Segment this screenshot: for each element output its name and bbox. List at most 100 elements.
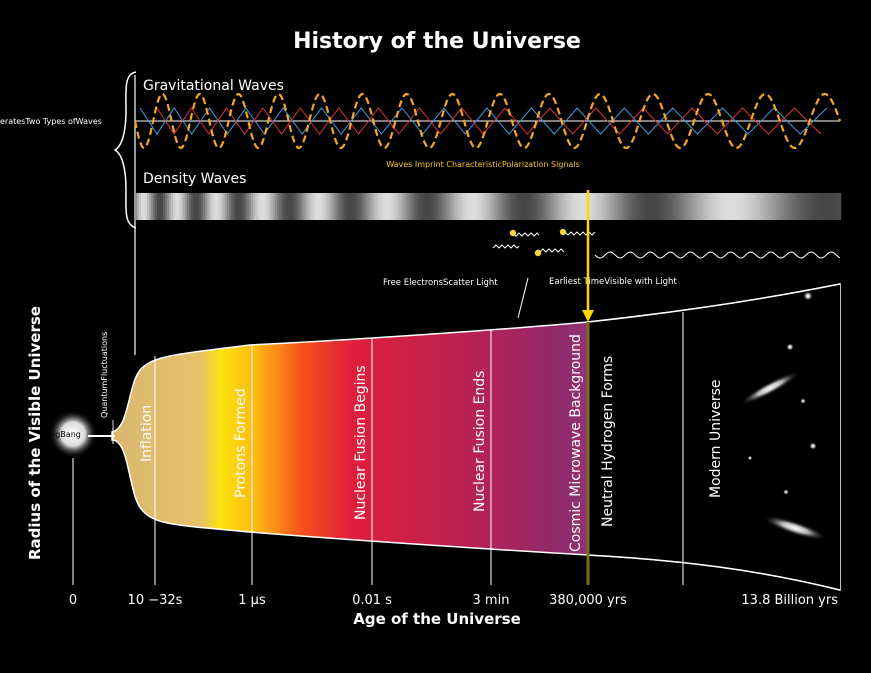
density-stripe bbox=[717, 193, 720, 220]
density-stripe bbox=[595, 193, 598, 220]
density-stripe bbox=[665, 193, 668, 220]
density-stripe bbox=[215, 193, 218, 220]
density-stripe bbox=[309, 193, 312, 220]
density-stripe bbox=[273, 193, 276, 220]
density-stripe bbox=[279, 193, 282, 220]
density-stripe bbox=[167, 193, 170, 220]
density-stripe bbox=[249, 193, 252, 220]
density-stripe bbox=[463, 193, 466, 220]
density-stripe bbox=[351, 193, 354, 220]
density-stripe bbox=[523, 193, 526, 220]
density-stripe bbox=[659, 193, 662, 220]
density-stripe bbox=[513, 193, 516, 220]
density-stripe bbox=[489, 193, 492, 220]
density-stripe bbox=[629, 193, 632, 220]
density-stripe bbox=[393, 193, 396, 220]
density-stripe bbox=[631, 193, 634, 220]
density-stripe bbox=[499, 193, 502, 220]
density-stripe bbox=[837, 193, 840, 220]
density-stripe bbox=[813, 193, 816, 220]
density-stripe bbox=[797, 193, 800, 220]
density-stripe bbox=[245, 193, 248, 220]
density-stripe bbox=[147, 193, 150, 220]
density-stripe bbox=[473, 193, 476, 220]
density-stripe bbox=[581, 193, 584, 220]
density-stripe bbox=[529, 193, 532, 220]
density-stripe bbox=[247, 193, 250, 220]
tick-label-3: 0.01 s bbox=[352, 593, 392, 608]
density-stripe bbox=[487, 193, 490, 220]
density-stripe bbox=[415, 193, 418, 220]
density-stripe bbox=[563, 193, 566, 220]
density-stripe bbox=[735, 193, 738, 220]
density-stripe bbox=[465, 193, 468, 220]
density-stripe bbox=[433, 193, 436, 220]
density-stripe bbox=[669, 193, 672, 220]
cone-upper-edge bbox=[587, 283, 841, 323]
density-stripe bbox=[565, 193, 568, 220]
density-stripe bbox=[715, 193, 718, 220]
density-stripe bbox=[677, 193, 680, 220]
density-stripe bbox=[613, 193, 616, 220]
scatter-pointer-line bbox=[517, 277, 529, 319]
density-stripe bbox=[527, 193, 530, 220]
big-bang-glow bbox=[49, 410, 97, 458]
scatter-photon-4 bbox=[564, 231, 596, 236]
density-stripe bbox=[277, 193, 280, 220]
density-stripe bbox=[755, 193, 758, 220]
density-stripe bbox=[369, 193, 372, 220]
dark-ages-region bbox=[588, 284, 840, 590]
scatter-photon-2 bbox=[512, 232, 540, 237]
density-stripe bbox=[525, 193, 528, 220]
density-stripe bbox=[219, 193, 222, 220]
density-stripe bbox=[169, 193, 172, 220]
density-stripe bbox=[165, 193, 168, 220]
density-stripe bbox=[661, 193, 664, 220]
density-stripe bbox=[323, 193, 326, 220]
polarization-red-wave bbox=[156, 107, 822, 135]
epoch-label-neutral-h: Neutral Hydrogen Forms bbox=[600, 356, 616, 527]
density-stripe bbox=[267, 193, 270, 220]
density-stripe bbox=[671, 193, 674, 220]
density-stripe bbox=[469, 193, 472, 220]
density-stripe bbox=[137, 193, 140, 220]
density-stripe bbox=[571, 193, 574, 220]
density-stripe bbox=[325, 193, 328, 220]
wave-types-note: eratesTwo Types ofWaves bbox=[0, 117, 102, 126]
density-stripe bbox=[697, 193, 700, 220]
density-stripe bbox=[297, 193, 300, 220]
density-stripe bbox=[775, 193, 778, 220]
epoch-label-modern: Modern Universe bbox=[708, 379, 724, 498]
density-stripe bbox=[687, 193, 690, 220]
density-stripe bbox=[695, 193, 698, 220]
density-stripe bbox=[311, 193, 314, 220]
epoch-label-fusion-begins: Nuclear Fusion Begins bbox=[353, 365, 369, 520]
density-stripe bbox=[507, 193, 510, 220]
density-stripe bbox=[291, 193, 294, 220]
density-stripe bbox=[155, 193, 158, 220]
density-stripe bbox=[643, 193, 646, 220]
density-stripe bbox=[381, 193, 384, 220]
density-stripe bbox=[729, 193, 732, 220]
density-stripe bbox=[611, 193, 614, 220]
density-stripe bbox=[421, 193, 424, 220]
density-stripe bbox=[257, 193, 260, 220]
density-stripe bbox=[703, 193, 706, 220]
density-stripe bbox=[627, 193, 630, 220]
density-stripe bbox=[831, 193, 834, 220]
density-stripe bbox=[377, 193, 380, 220]
density-stripe bbox=[789, 193, 792, 220]
density-stripe bbox=[153, 193, 156, 220]
density-stripe bbox=[745, 193, 748, 220]
density-stripe bbox=[345, 193, 348, 220]
density-stripe bbox=[467, 193, 470, 220]
density-stripe bbox=[403, 193, 406, 220]
density-stripe bbox=[805, 193, 808, 220]
density-stripe bbox=[779, 193, 782, 220]
density-stripe bbox=[269, 193, 272, 220]
density-stripe bbox=[493, 193, 496, 220]
density-stripe bbox=[559, 193, 562, 220]
density-stripe bbox=[505, 193, 508, 220]
tick-label-4: 3 min bbox=[473, 593, 510, 608]
density-stripe bbox=[149, 193, 152, 220]
